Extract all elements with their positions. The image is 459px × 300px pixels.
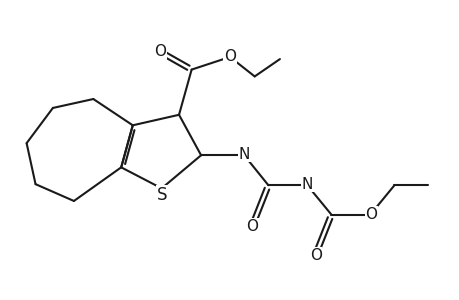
Text: S: S <box>156 186 167 204</box>
Text: O: O <box>246 219 258 234</box>
Text: N: N <box>238 147 249 162</box>
Text: O: O <box>309 248 321 263</box>
Text: O: O <box>224 50 235 64</box>
Text: O: O <box>364 207 376 222</box>
Text: N: N <box>301 177 312 192</box>
Text: O: O <box>154 44 166 59</box>
